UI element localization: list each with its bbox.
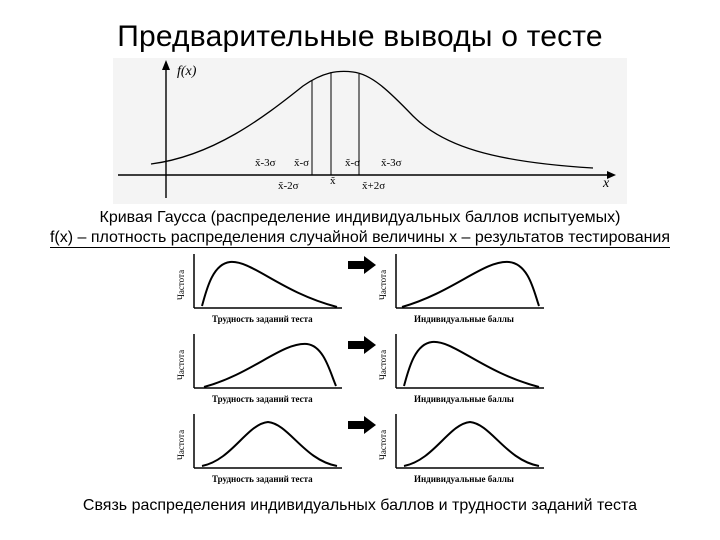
- gauss-curve-figure: f(x) x x̃-3σ x̃-σ x̃-σ x̃-3σ x̃-2σ x̃ x̃…: [113, 58, 627, 204]
- tick-label: x̃-3σ: [255, 157, 276, 169]
- plot-curve: [201, 260, 338, 308]
- tick-label: x̃: [330, 175, 336, 187]
- plot-curve: [203, 342, 337, 388]
- plot-curve: [403, 340, 540, 388]
- plot-x-label: Трудность заданий теста: [212, 394, 313, 404]
- plot-y-label: Частота: [378, 430, 388, 460]
- arrow-icon: [348, 416, 376, 434]
- page-title: Предварительные выводы о тесте: [117, 20, 603, 53]
- plot-scores-1: Частота Индивидуальные баллы: [378, 254, 544, 324]
- arrow-icon: [348, 336, 376, 354]
- plot-x-label: Индивидуальные баллы: [414, 394, 514, 404]
- plot-x-label: Трудность заданий теста: [212, 314, 313, 324]
- gauss-x-axis-arrow: [607, 171, 616, 179]
- plot-scores-2: Частота Индивидуальные баллы: [378, 334, 544, 404]
- tick-label: x̃-2σ: [278, 180, 299, 192]
- plot-y-label: Частота: [378, 350, 388, 380]
- plot-difficulty-1: Частота Трудность заданий теста: [176, 254, 342, 324]
- tick-label: x̃-σ: [345, 157, 360, 169]
- tick-label: x̃-σ: [294, 157, 309, 169]
- density-caption: f(x) – плотность распределения случайной…: [0, 229, 720, 248]
- gauss-curve: [150, 70, 594, 169]
- plot-curve: [201, 420, 338, 467]
- gauss-caption: Кривая Гаусса (распределение индивидуаль…: [99, 209, 621, 226]
- plot-y-label: Частота: [176, 350, 186, 380]
- gauss-y-axis-arrow: [162, 60, 170, 70]
- plot-difficulty-3: Частота Трудность заданий теста: [176, 414, 342, 484]
- plot-difficulty-2: Частота Трудность заданий теста: [176, 334, 342, 404]
- plot-x-label: Индивидуальные баллы: [414, 314, 514, 324]
- plot-curve: [401, 260, 540, 308]
- plot-y-label: Частота: [176, 430, 186, 460]
- plot-scores-3: Частота Индивидуальные баллы: [378, 414, 544, 484]
- gauss-x-label: x: [602, 176, 610, 191]
- tick-label: x̃+2σ: [362, 180, 385, 192]
- gauss-y-label: f(x): [177, 64, 197, 79]
- bottom-caption: Связь распределения индивидуальных балло…: [82, 497, 638, 514]
- tick-label: x̃-3σ: [381, 157, 402, 169]
- plot-y-label: Частота: [176, 270, 186, 300]
- plot-x-label: Трудность заданий теста: [212, 474, 313, 484]
- plot-y-label: Частота: [378, 270, 388, 300]
- arrow-icon: [348, 256, 376, 274]
- plot-x-label: Индивидуальные баллы: [414, 474, 514, 484]
- plot-curve: [403, 420, 540, 467]
- density-caption-text: f(x) – плотность распределения случайной…: [49, 229, 671, 248]
